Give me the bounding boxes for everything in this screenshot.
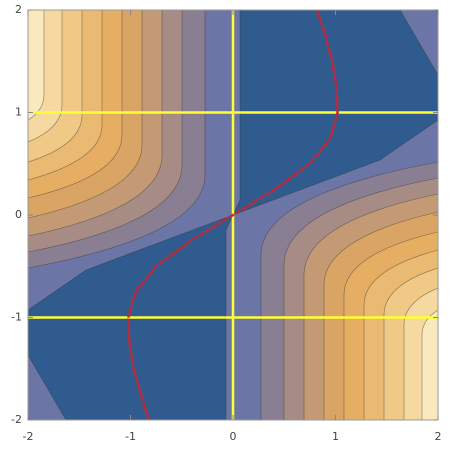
y-tick-label: -1 [11,311,22,324]
contour-bands [28,10,206,269]
y-tick-label: -2 [11,413,22,426]
x-tick-label: 2 [435,430,442,443]
x-tick-label: -1 [125,430,136,443]
y-tick-label: 2 [15,3,22,16]
y-tick-label: 1 [15,106,22,119]
x-tick-label: 0 [230,430,237,443]
y-tick-label: 0 [15,208,22,221]
x-tick-label: -2 [23,430,34,443]
curve [127,9,339,421]
overlay [28,9,438,421]
contour-band [28,10,45,121]
x-tick-label: 1 [332,430,339,443]
